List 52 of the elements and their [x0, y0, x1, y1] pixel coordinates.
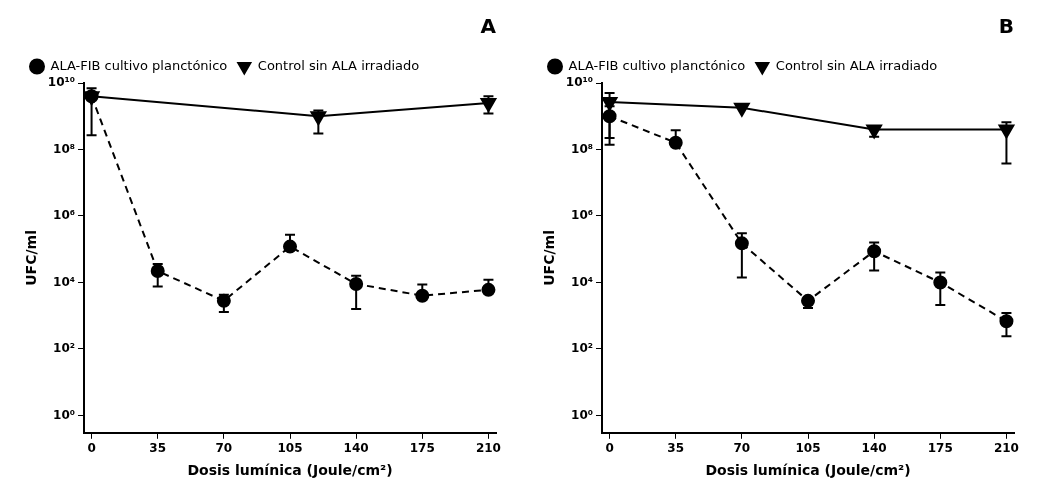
y-tick-label: 10⁰ — [571, 407, 594, 422]
x-axis-title: Dosis lumínica (Joule/cm²) — [705, 462, 911, 479]
y-tick-label: 10² — [53, 341, 76, 356]
point — [734, 236, 749, 251]
point — [733, 102, 750, 117]
y-axis-title: UFC/ml — [541, 230, 558, 286]
point — [349, 276, 364, 291]
point — [668, 135, 683, 150]
x-tick-label: 140 — [343, 441, 369, 456]
point — [150, 264, 165, 279]
y-tick-label: 10⁴ — [571, 274, 594, 289]
point — [999, 314, 1014, 329]
y-tick-label: 10⁴ — [53, 274, 76, 289]
y-tick-label: 10² — [571, 341, 594, 356]
point — [216, 293, 231, 308]
chart-title: B — [998, 14, 1014, 39]
point — [310, 111, 327, 126]
y-tick-label: 10¹⁰ — [565, 75, 594, 90]
y-axis-title: UFC/ml — [23, 230, 40, 286]
point — [481, 282, 496, 297]
y-tick-label: 10⁰ — [53, 407, 76, 422]
x-tick-label: 140 — [861, 441, 887, 456]
y-tick-label: 10⁶ — [571, 208, 594, 223]
point — [933, 275, 948, 290]
x-axis-title: Dosis lumínica (Joule/cm²) — [187, 462, 393, 479]
legend-label: ALA-FIB cultivo planctónico — [568, 57, 746, 73]
x-tick-label: 210 — [993, 441, 1019, 456]
legend-label: ALA-FIB cultivo planctónico — [50, 57, 228, 73]
point — [283, 239, 298, 254]
legend-label: Control sin ALA irradiado — [775, 57, 938, 73]
x-tick-label: 175 — [927, 441, 953, 456]
x-tick-label: 70 — [215, 441, 233, 456]
x-tick-label: 70 — [733, 441, 751, 456]
y-tick-label: 10⁸ — [53, 141, 76, 156]
point — [998, 124, 1015, 139]
point — [867, 244, 882, 259]
x-tick-label: 35 — [667, 441, 685, 456]
x-tick-label: 210 — [475, 441, 501, 456]
x-tick-label: 105 — [795, 441, 821, 456]
y-tick-label: 10⁸ — [571, 141, 594, 156]
x-tick-label: 0 — [605, 441, 614, 456]
point — [601, 96, 618, 111]
x-tick-label: 175 — [409, 441, 435, 456]
point — [415, 288, 430, 303]
x-tick-label: 0 — [87, 441, 96, 456]
y-tick-label: 10¹⁰ — [47, 75, 76, 90]
y-tick-label: 10⁶ — [53, 208, 76, 223]
legend-label: Control sin ALA irradiado — [257, 57, 420, 73]
point — [602, 109, 617, 124]
chart-title: A — [480, 14, 497, 39]
x-tick-label: 35 — [149, 441, 167, 456]
x-tick-label: 105 — [277, 441, 303, 456]
